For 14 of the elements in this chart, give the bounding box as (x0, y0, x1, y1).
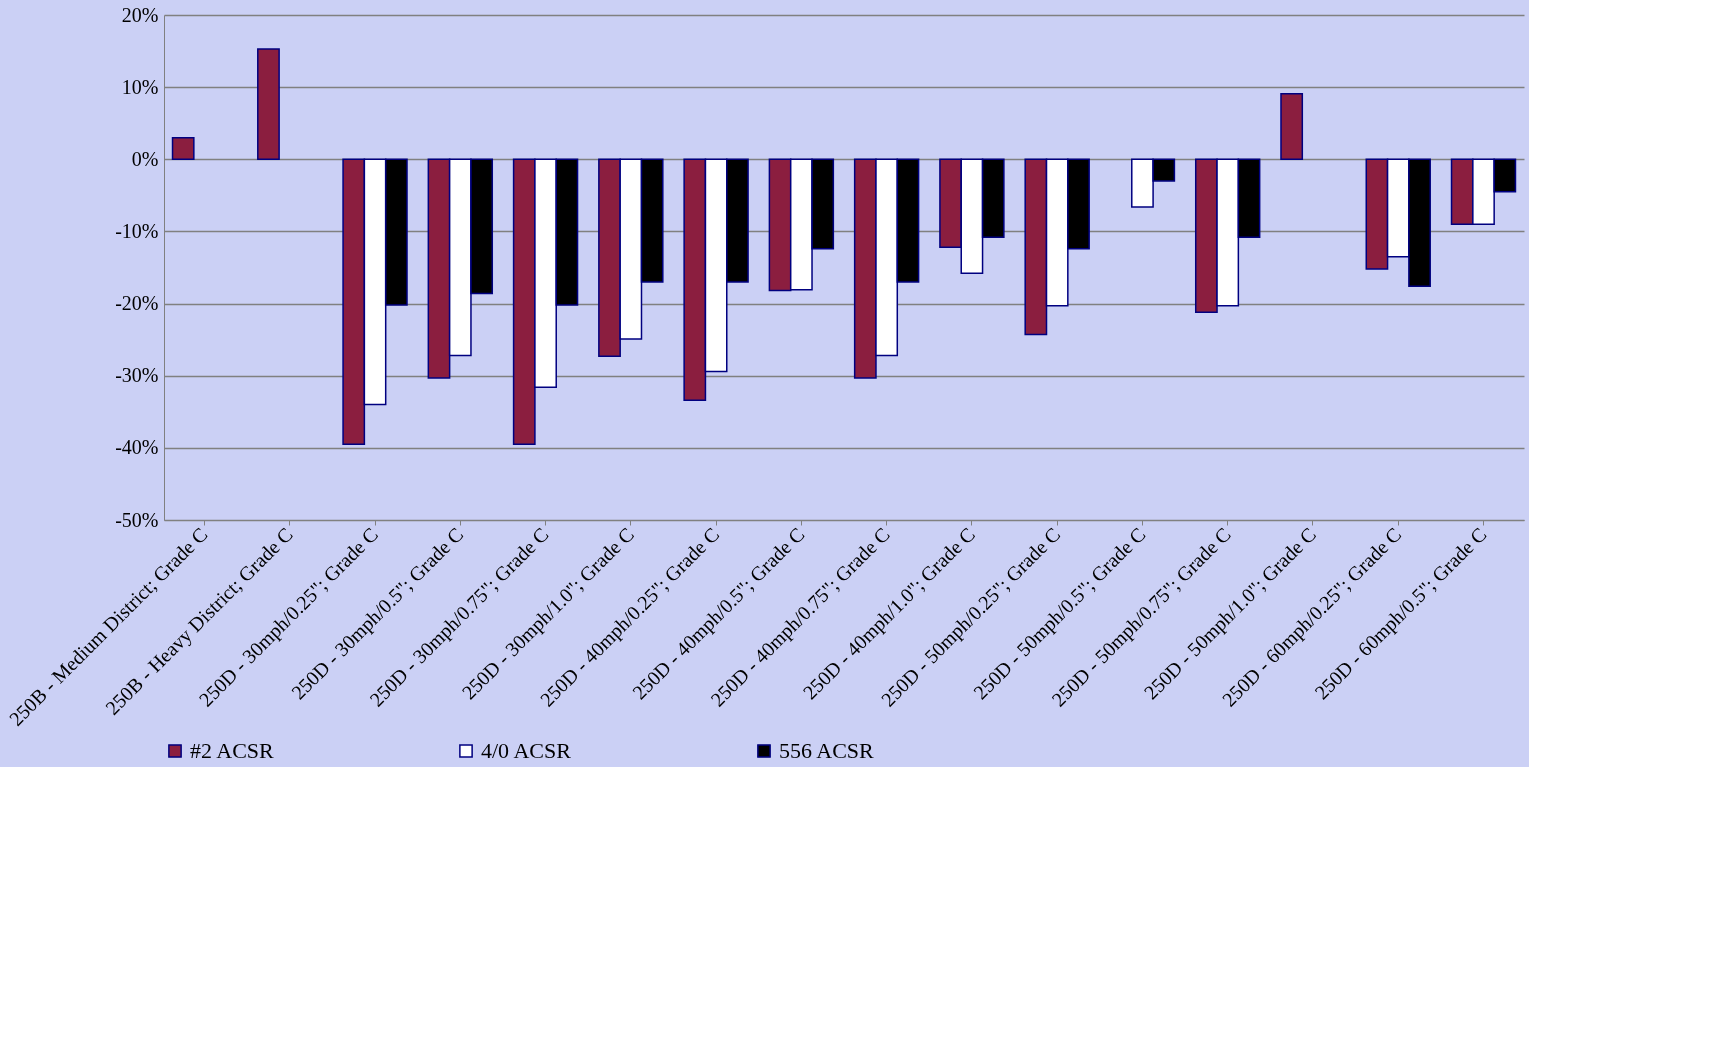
y-tick-label: 10% (121, 75, 159, 98)
y-tick-label: -20% (115, 292, 159, 315)
legend-label: #2 ACSR (190, 738, 275, 763)
y-tick-label: -10% (115, 219, 159, 242)
legend-label: 4/0 ACSR (481, 738, 572, 763)
legend-label: 556 ACSR (779, 738, 875, 763)
y-tick-label: -30% (115, 364, 159, 387)
bar (257, 48, 280, 161)
y-tick-label: -50% (115, 508, 159, 531)
bar (171, 136, 195, 161)
y-tick-label: 20% (121, 3, 159, 26)
bar (1280, 92, 1304, 161)
y-tick-label: -40% (115, 436, 159, 459)
y-tick-label: 0% (131, 147, 159, 170)
